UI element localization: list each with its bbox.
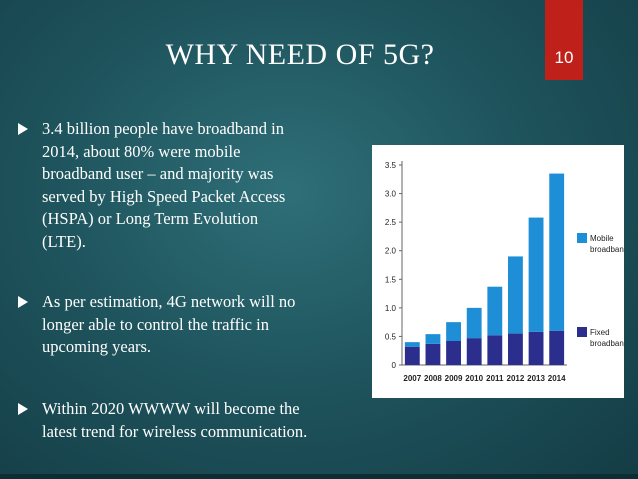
y-tick-label: 2.0 xyxy=(385,247,397,256)
x-tick-label: 2011 xyxy=(486,374,504,383)
bar-segment xyxy=(549,330,565,365)
triangle-bullet-icon xyxy=(18,123,28,135)
y-tick-label: 2.5 xyxy=(385,218,397,227)
legend-label: broadband xyxy=(590,245,624,254)
legend-swatch xyxy=(577,327,587,337)
slide-title: WHY NEED OF 5G? xyxy=(165,38,435,71)
bullet-text: As per estimation, 4G network will no lo… xyxy=(42,292,296,356)
y-tick-label: 3.5 xyxy=(385,161,397,170)
x-tick-label: 2008 xyxy=(424,374,442,383)
bar-segment xyxy=(446,322,461,341)
y-tick-label: 1.5 xyxy=(385,275,397,284)
legend-label: broadband xyxy=(590,339,624,348)
x-tick-label: 2010 xyxy=(465,374,483,383)
bullet-item: Within 2020 WWWW will become the latest … xyxy=(18,398,363,443)
triangle-bullet-icon xyxy=(18,296,28,308)
broadband-chart: 0 0.5 1.0 1.5 2.0 2.5 3.0 3.5 2007 2008 2009 2010 20… xyxy=(372,145,624,398)
bottom-rule xyxy=(0,474,638,479)
bar-segment xyxy=(528,331,544,365)
y-tick-label: 1.0 xyxy=(385,304,397,313)
slide-number: 10 xyxy=(545,0,583,80)
y-tick-label: 0 xyxy=(392,361,397,370)
bar-segment xyxy=(446,341,461,365)
x-tick-label: 2013 xyxy=(527,374,545,383)
bullet-item: As per estimation, 4G network will no lo… xyxy=(18,291,363,359)
bar-segment xyxy=(487,335,503,365)
bar-segment xyxy=(549,173,565,331)
y-tick-label: 0.5 xyxy=(385,332,397,341)
legend-label: Mobile xyxy=(590,234,614,243)
x-tick-label: 2007 xyxy=(403,374,421,383)
x-tick-label: 2014 xyxy=(548,374,566,383)
bar-segment xyxy=(528,217,544,332)
bar-segment xyxy=(425,343,441,365)
bar-segment xyxy=(466,338,482,365)
bar-segment xyxy=(466,307,482,339)
bar-segment xyxy=(404,342,420,347)
bar-segment xyxy=(487,286,503,336)
x-tick-label: 2012 xyxy=(507,374,525,383)
bullet-text: Within 2020 WWWW will become the latest … xyxy=(42,399,308,441)
x-tick-label: 2009 xyxy=(445,374,463,383)
bar-segment xyxy=(508,333,523,365)
legend-swatch xyxy=(577,233,587,243)
legend-label: Fixed xyxy=(590,328,610,337)
y-tick-label: 3.0 xyxy=(385,190,397,199)
bar-segment xyxy=(508,256,523,334)
bar-segment xyxy=(425,334,441,344)
bar-segment xyxy=(404,346,420,365)
bullet-text: 3.4 billion people have broadband in 201… xyxy=(42,119,286,251)
triangle-bullet-icon xyxy=(18,403,28,415)
bullet-item: 3.4 billion people have broadband in 201… xyxy=(18,118,363,253)
